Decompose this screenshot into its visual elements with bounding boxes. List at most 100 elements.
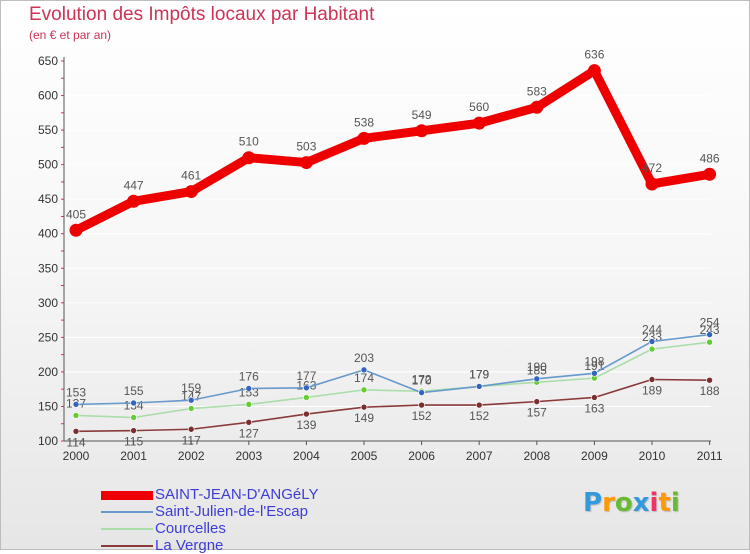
- data-point: [242, 151, 256, 165]
- y-tick-label: 500: [38, 158, 58, 172]
- series-line: [75, 341, 711, 419]
- data-label: 198: [584, 354, 604, 368]
- data-point: [645, 177, 659, 191]
- data-point: [591, 394, 598, 401]
- data-point: [360, 386, 368, 394]
- data-label: 117: [182, 433, 201, 447]
- data-point: [72, 412, 80, 419]
- data-label: 115: [124, 435, 143, 449]
- x-tick-label: 2003: [235, 449, 262, 463]
- y-tick-label: 250: [38, 330, 58, 344]
- data-point: [184, 185, 198, 199]
- data-point: [130, 414, 137, 421]
- data-label: 163: [584, 401, 604, 415]
- data-label: 636: [584, 48, 604, 62]
- y-tick-label: 600: [38, 89, 58, 103]
- legend-swatch: [101, 511, 153, 513]
- y-tick-label: 450: [38, 192, 58, 206]
- y-tick-label: 400: [38, 227, 58, 241]
- data-label: 176: [239, 369, 259, 383]
- data-point: [703, 167, 717, 181]
- legend-swatch: [101, 490, 153, 500]
- data-point: [706, 331, 713, 338]
- data-point: [72, 428, 80, 435]
- logo-letter: i: [649, 488, 659, 518]
- logo-letter: t: [658, 488, 671, 518]
- data-label: 159: [181, 381, 201, 395]
- data-point: [245, 419, 253, 426]
- data-label: 254: [700, 316, 720, 330]
- data-label: 179: [469, 367, 489, 381]
- data-label: 188: [700, 384, 720, 398]
- data-label: 190: [527, 360, 547, 374]
- data-point: [648, 376, 656, 383]
- y-tick-label: 200: [38, 365, 58, 379]
- data-label: 405: [66, 207, 86, 221]
- data-point: [130, 427, 137, 434]
- data-label: 486: [700, 151, 720, 165]
- chart-title: Evolution des Impôts locaux par Habitant: [29, 4, 375, 25]
- x-tick-label: 2008: [523, 449, 550, 463]
- x-tick-label: 2006: [408, 449, 435, 463]
- legend: SAINT-JEAN-D'ANGéLY Saint-Julien-de-l'Esc…: [101, 486, 401, 554]
- legend-item: SAINT-JEAN-D'ANGéLY: [101, 486, 401, 503]
- data-label: 189: [642, 384, 662, 398]
- data-label: 179: [469, 367, 489, 381]
- x-tick-label: 2001: [120, 449, 147, 463]
- logo-letter: x: [632, 488, 650, 518]
- data-label: 149: [354, 411, 374, 425]
- data-point: [360, 366, 368, 374]
- data-label: 152: [412, 409, 432, 423]
- proxiti-logo: Proxiti: [583, 488, 680, 518]
- x-tick-label: 2002: [178, 449, 205, 463]
- data-label: 174: [354, 371, 374, 385]
- data-label: 510: [239, 135, 259, 149]
- data-label: 172: [412, 372, 432, 386]
- data-point: [303, 394, 310, 401]
- data-point: [303, 410, 310, 418]
- data-label: 157: [527, 406, 547, 420]
- data-point: [127, 194, 141, 208]
- legend-label: Courcelles: [155, 520, 226, 537]
- logo-letter: i: [670, 488, 680, 518]
- legend-swatch: [101, 528, 153, 530]
- data-point: [475, 401, 483, 409]
- data-label: 127: [239, 426, 259, 440]
- data-point: [360, 403, 368, 411]
- series-line: [75, 378, 711, 433]
- data-label: 203: [354, 351, 374, 365]
- data-point: [187, 396, 195, 404]
- data-label: 139: [296, 418, 316, 432]
- legend-label: Saint-Julien-de-l'Escap: [155, 503, 308, 520]
- y-tick-label: 550: [38, 123, 58, 137]
- data-point: [245, 385, 253, 392]
- legend-item: La Vergne: [101, 537, 401, 554]
- data-point: [418, 401, 425, 409]
- data-label: 503: [296, 140, 316, 154]
- x-tick-label: 2000: [63, 449, 90, 463]
- y-tick-label: 150: [38, 399, 58, 413]
- data-point: [706, 338, 713, 346]
- data-point: [475, 383, 483, 390]
- data-point: [130, 399, 137, 407]
- data-label: 461: [181, 169, 201, 183]
- legend-item: Saint-Julien-de-l'Escap: [101, 503, 401, 520]
- data-point: [303, 384, 310, 392]
- data-label: 170: [412, 374, 432, 388]
- series-line: [75, 333, 711, 406]
- x-tick-label: 2004: [293, 449, 320, 463]
- data-label: 583: [527, 84, 547, 98]
- legend-swatch: [101, 545, 153, 547]
- data-point: [415, 124, 429, 138]
- x-tick-label: 2011: [697, 449, 723, 463]
- data-label: 177: [296, 369, 316, 383]
- data-point: [187, 405, 195, 412]
- data-label: 244: [642, 323, 662, 337]
- data-point: [69, 223, 83, 237]
- y-tick-label: 350: [38, 261, 58, 275]
- data-label: 152: [469, 409, 489, 423]
- data-point: [533, 398, 541, 405]
- data-point: [648, 338, 656, 345]
